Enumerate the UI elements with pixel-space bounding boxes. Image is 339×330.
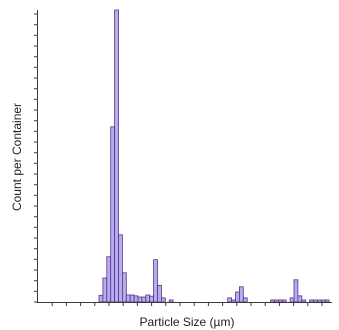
histogram-bar <box>149 295 154 303</box>
histogram-bar <box>106 256 112 303</box>
histogram-bar <box>125 294 131 303</box>
x-ticks <box>51 303 323 306</box>
histogram-bar <box>309 299 314 303</box>
histogram-bar <box>277 299 283 303</box>
histogram-bar <box>297 295 303 303</box>
histogram-bar <box>129 294 135 303</box>
histogram-bar <box>145 294 151 303</box>
histogram-bar <box>316 299 322 303</box>
histogram-bar <box>110 126 115 303</box>
histogram-bar <box>141 296 147 303</box>
histogram-bar <box>324 299 330 303</box>
histogram-bar <box>293 279 299 303</box>
histogram-bar <box>133 295 139 303</box>
histogram-bar <box>153 259 158 303</box>
histogram-bar <box>118 234 123 303</box>
histogram-bar <box>98 294 104 303</box>
histogram-bar <box>301 299 307 303</box>
histogram-bar <box>137 296 143 303</box>
histogram-bar <box>289 297 295 303</box>
histogram-bar <box>320 299 326 303</box>
histogram-bar <box>235 291 240 303</box>
histogram-bar <box>313 299 318 303</box>
histogram-bar <box>102 277 108 303</box>
histogram-bar <box>274 299 279 303</box>
histogram-bar <box>114 9 119 303</box>
histogram-bar <box>242 297 248 303</box>
histogram-bar <box>231 299 236 303</box>
x-axis-label: Particle Size (µm) <box>140 315 235 329</box>
histogram-bar <box>238 286 244 303</box>
histogram-bar <box>270 299 275 303</box>
y-axis-label: Count per Container <box>10 103 24 211</box>
histogram-bar <box>168 299 174 303</box>
histogram-bar <box>160 297 166 303</box>
histogram-bar <box>227 297 232 303</box>
bars-group <box>98 9 330 303</box>
histogram-bar <box>122 272 127 303</box>
histogram-bar <box>281 299 287 303</box>
histogram-bar <box>157 284 162 303</box>
y-ticks <box>34 13 38 303</box>
